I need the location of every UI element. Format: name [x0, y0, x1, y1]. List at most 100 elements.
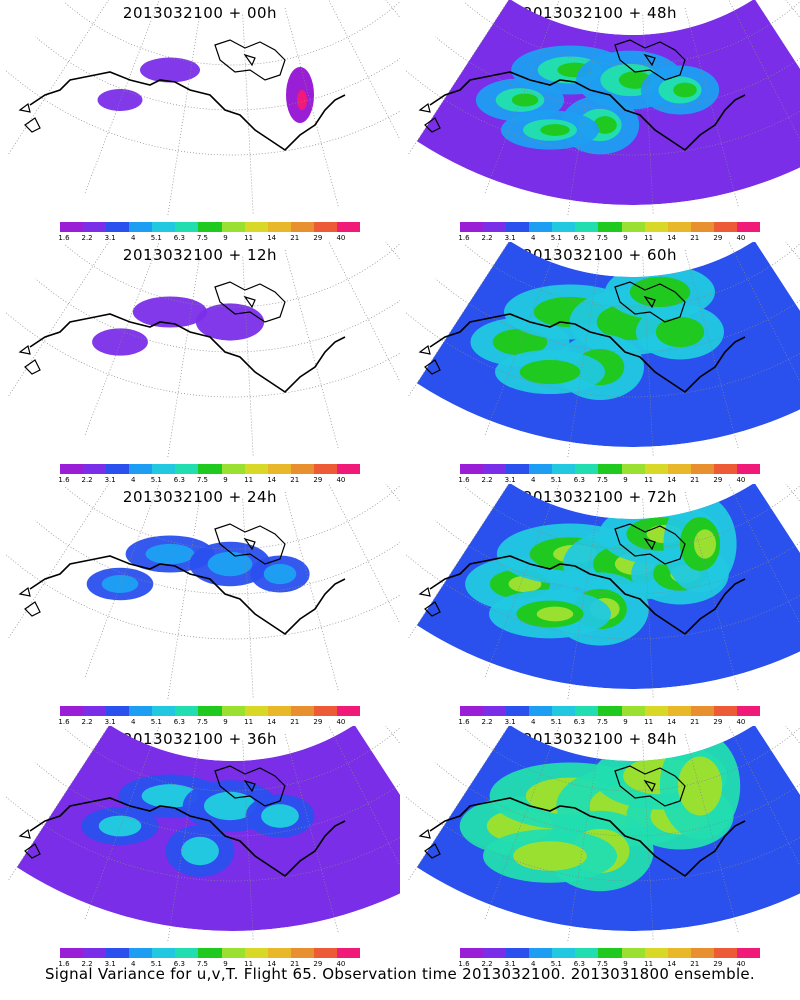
colorbar-swatch [244, 464, 268, 474]
colorbar-swatch [60, 222, 84, 232]
colorbar-swatch [667, 706, 691, 716]
colorbar-swatch [336, 948, 361, 958]
colorbar-tick-label: 5.1 [150, 960, 162, 968]
colorbar-tick-label: 11 [244, 234, 254, 242]
colorbar-swatch [221, 222, 245, 232]
colorbar-swatch [552, 706, 576, 716]
colorbar-tick-label: 6.3 [173, 234, 185, 242]
colorbar-tick-label: 5.1 [550, 960, 562, 968]
colorbar-tick-label: 7.5 [196, 476, 209, 484]
colorbar-tick-label: 9 [623, 960, 628, 968]
colorbar-swatch [598, 948, 622, 958]
colorbar-swatch [483, 464, 507, 474]
colorbar-tick-label: 14 [267, 718, 277, 726]
colorbar-tick-label: 5.1 [150, 476, 162, 484]
colorbar-tick-label: 21 [290, 960, 300, 968]
colorbar-swatch [483, 706, 507, 716]
colorbar-tick-label: 29 [313, 476, 323, 484]
colorbar [460, 222, 761, 232]
colorbar-swatch [198, 222, 222, 232]
colorbar-swatch [736, 464, 761, 474]
colorbar-tick-label: 7.5 [596, 718, 609, 726]
map-panel: 2013032100 + 60h 1.6 2.2 3.1 4 5.1 6.3 7.5 9 11 14… [400, 242, 800, 484]
colorbar-tick-label: 1.6 [458, 718, 470, 726]
polar-map [405, 726, 800, 941]
colorbar-swatch [506, 948, 530, 958]
colorbar-tick-label: 29 [713, 234, 723, 242]
colorbar-swatch [336, 222, 361, 232]
colorbar-tick-label: 4 [130, 476, 136, 484]
colorbar-swatch [106, 464, 130, 474]
colorbar-tick-label: 21 [690, 234, 700, 242]
colorbar-tick-label: 40 [736, 960, 746, 968]
colorbar-swatch [152, 948, 176, 958]
colorbar-tick-label: 1.6 [58, 960, 70, 968]
colorbar-swatch [198, 948, 222, 958]
colorbar-labels: 1.6 2.2 3.1 4 5.1 6.3 7.5 9 11 14 21 29 40 [58, 960, 360, 970]
colorbar-tick-label: 21 [290, 718, 300, 726]
colorbar-tick-label: 7.5 [196, 960, 209, 968]
colorbar-tick-label: 5.1 [550, 234, 562, 242]
colorbar-tick-label: 21 [690, 960, 700, 968]
polar-map [5, 726, 400, 941]
colorbar-tick-label: 5.1 [550, 476, 562, 484]
colorbar-swatch [336, 706, 361, 716]
map-panel: 2013032100 + 36h 1.6 2.2 3.1 4 5.1 6.3 7.5 9 11 14… [0, 726, 400, 968]
colorbar-tick-label: 14 [667, 476, 677, 484]
colorbar-swatch [198, 464, 222, 474]
colorbar-tick-label: 4 [530, 234, 536, 242]
colorbar-tick-label: 40 [336, 234, 346, 242]
colorbar-swatch [83, 222, 107, 232]
colorbar-tick-label: 40 [336, 960, 346, 968]
colorbar [60, 222, 361, 232]
colorbar-tick-label: 3.1 [504, 476, 516, 484]
colorbar-tick-label: 7.5 [596, 960, 609, 968]
colorbar-swatch [313, 464, 337, 474]
colorbar-swatch [621, 948, 645, 958]
colorbar-swatch [290, 464, 314, 474]
map-panel: 2013032100 + 48h 1.6 2.2 3.1 4 5.1 6.3 7.5 9 11 14… [400, 0, 800, 242]
colorbar-swatch [336, 464, 361, 474]
colorbar-swatch [244, 706, 268, 716]
colorbar-tick-label: 9 [623, 234, 628, 242]
colorbar-tick-label: 5.1 [550, 718, 562, 726]
colorbar-tick-label: 11 [644, 718, 654, 726]
colorbar-tick-label: 40 [336, 718, 346, 726]
colorbar-swatch [690, 464, 714, 474]
colorbar-swatch [506, 706, 530, 716]
polar-map [5, 0, 400, 215]
colorbar-swatch [736, 948, 761, 958]
colorbar-swatch [175, 706, 199, 716]
colorbar-tick-label: 3.1 [104, 960, 116, 968]
colorbar-swatch [598, 464, 622, 474]
polar-map [405, 242, 800, 457]
colorbar-swatch [483, 222, 507, 232]
colorbar-tick-label: 29 [313, 234, 323, 242]
colorbar-tick-label: 2.2 [481, 234, 493, 242]
colorbar-swatch [106, 948, 130, 958]
colorbar-tick-label: 11 [644, 960, 654, 968]
colorbar-swatch [621, 464, 645, 474]
colorbar-swatch [644, 706, 668, 716]
colorbar-swatch [129, 464, 153, 474]
map-panel: 2013032100 + 12h 1.6 2.2 3.1 4 5.1 6.3 7.5 9 11 14… [0, 242, 400, 484]
colorbar-swatch [290, 706, 314, 716]
colorbar-tick-label: 3.1 [104, 718, 116, 726]
colorbar-tick-label: 1.6 [458, 476, 470, 484]
colorbar-tick-label: 2.2 [81, 476, 93, 484]
colorbar-labels: 1.6 2.2 3.1 4 5.1 6.3 7.5 9 11 14 21 29 40 [58, 234, 360, 244]
polar-map [405, 0, 800, 215]
colorbar-swatch [667, 948, 691, 958]
map-panel: 2013032100 + 24h 1.6 2.2 3.1 4 5.1 6.3 7.5 9 11 14… [0, 484, 400, 726]
colorbar-tick-label: 4 [530, 476, 536, 484]
colorbar-tick-label: 4 [130, 718, 136, 726]
colorbar-tick-label: 11 [644, 476, 654, 484]
colorbar-tick-label: 2.2 [81, 234, 93, 242]
colorbar-tick-label: 9 [223, 960, 228, 968]
colorbar-swatch [598, 706, 622, 716]
colorbar-tick-label: 6.3 [573, 476, 585, 484]
colorbar-swatch [575, 948, 599, 958]
colorbar-tick-label: 9 [223, 476, 228, 484]
colorbar-tick-label: 11 [644, 234, 654, 242]
colorbar-tick-label: 3.1 [504, 718, 516, 726]
